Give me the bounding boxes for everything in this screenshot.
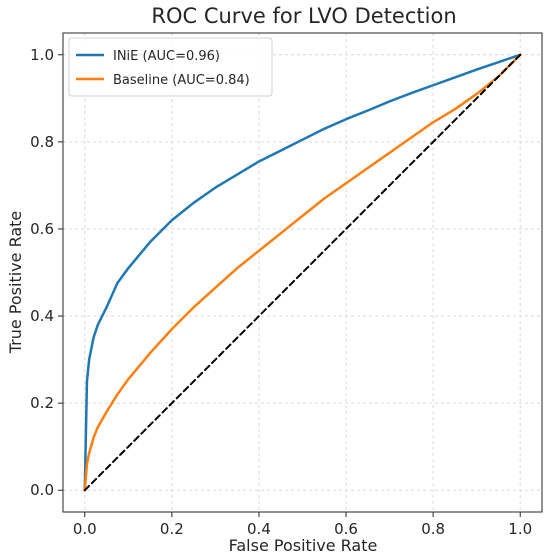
series-lines bbox=[83, 53, 522, 492]
x-tick-label: 0.6 bbox=[334, 520, 358, 538]
x-tick-label: 0.2 bbox=[160, 520, 184, 538]
legend-label: INiE (AUC=0.96) bbox=[113, 49, 220, 64]
x-axis-ticks: 0.0 0.2 0.4 0.6 0.8 1.0 bbox=[73, 512, 532, 538]
chart-title: ROC Curve for LVO Detection bbox=[151, 4, 456, 28]
legend-label: Baseline (AUC=0.84) bbox=[113, 73, 250, 88]
y-tick-label: 0.0 bbox=[30, 481, 54, 499]
x-tick-label: 0.8 bbox=[421, 520, 445, 538]
x-tick-label: 1.0 bbox=[508, 520, 532, 538]
y-tick-label: 1.0 bbox=[30, 46, 54, 64]
legend-box bbox=[68, 37, 273, 97]
chance-diagonal-line bbox=[83, 53, 522, 492]
legend: INiE (AUC=0.96) Baseline (AUC=0.84) bbox=[68, 37, 273, 97]
y-axis-label: True Positive Rate bbox=[6, 211, 25, 355]
y-axis-ticks: 0.0 0.2 0.4 0.6 0.8 1.0 bbox=[30, 46, 63, 499]
y-tick-label: 0.6 bbox=[30, 220, 54, 238]
x-tick-label: 0.4 bbox=[247, 520, 271, 538]
x-tick-label: 0.0 bbox=[73, 520, 97, 538]
series-line-0 bbox=[83, 53, 522, 492]
y-tick-label: 0.2 bbox=[30, 394, 54, 412]
y-tick-label: 0.4 bbox=[30, 307, 54, 325]
y-tick-label: 0.8 bbox=[30, 133, 54, 151]
plot-frame bbox=[62, 32, 543, 513]
x-axis-label: False Positive Rate bbox=[229, 536, 378, 555]
series-line-1 bbox=[83, 53, 522, 492]
